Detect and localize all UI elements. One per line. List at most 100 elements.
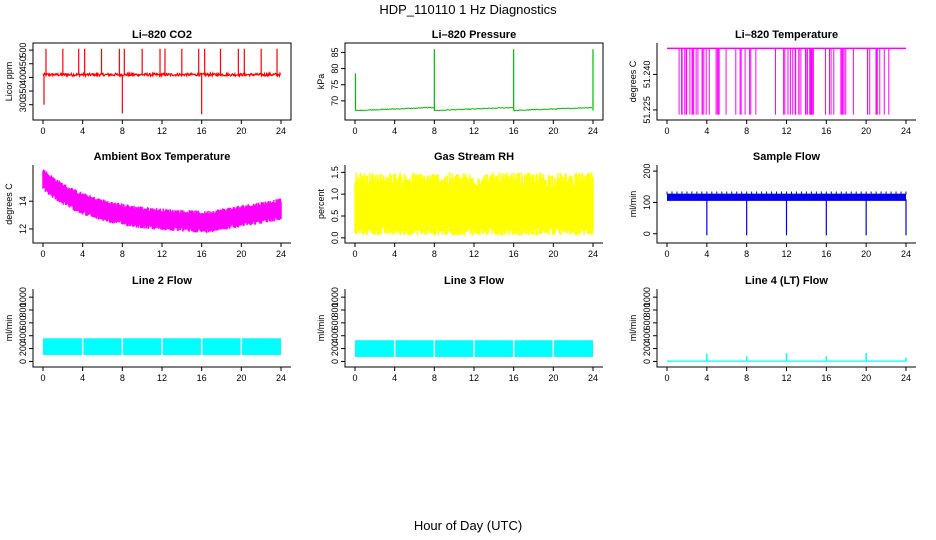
y-tick-label: 85: [330, 47, 340, 57]
x-tick-label: 20: [861, 126, 871, 136]
data-series: [42, 169, 282, 233]
x-tick-label: 24: [276, 373, 286, 383]
x-tick-label: 24: [901, 249, 911, 259]
y-tick-label: 800: [18, 302, 28, 317]
chart-panel-6: Sample Flow 0 4 8 12 16 20 24 0 100 200 ml/min: [628, 151, 916, 259]
y-tick-label: 600: [330, 315, 340, 330]
data-band: [667, 193, 906, 201]
plot-frame: [344, 165, 603, 244]
y-tick-label: 400: [330, 328, 340, 343]
x-tick-label: 16: [821, 126, 831, 136]
x-tick-label: 12: [781, 249, 791, 259]
x-tick-label: 4: [704, 249, 709, 259]
plot-frame: [656, 289, 916, 368]
x-tick-label: 8: [744, 126, 749, 136]
y-tick-label: 14: [18, 196, 28, 206]
y-tick-label: 400: [18, 328, 28, 343]
y-tick-label: 200: [642, 164, 652, 179]
data-line: [434, 106, 514, 112]
data-line: [355, 106, 435, 112]
x-tick-label: 4: [392, 126, 397, 136]
page-title: HDP_110110 1 Hz Diagnostics: [379, 2, 557, 17]
x-tick-label: 8: [120, 373, 125, 383]
y-tick-label: 200: [642, 341, 652, 356]
x-axis-label: Hour of Day (UTC): [413, 518, 523, 533]
chart-title: Li–820 CO2: [132, 29, 192, 41]
y-tick-label: 100: [642, 195, 652, 210]
chart-title: Li–820 Temperature: [735, 29, 838, 41]
x-tick-label: 8: [120, 249, 125, 259]
data-series: [355, 339, 593, 358]
y-tick-label: 800: [330, 302, 340, 317]
plot-frame: [32, 289, 291, 368]
chart-panel-9: Line 4 (LT) Flow 0 4 8 12 16 20 24 0 200400600800…: [628, 275, 916, 383]
y-tick-label: 1.5: [330, 166, 340, 179]
y-axis-label: ml/min: [628, 191, 638, 218]
x-tick-label: 4: [392, 249, 397, 259]
y-axis-label: kPa: [316, 74, 326, 90]
x-tick-label: 24: [588, 126, 598, 136]
x-tick-label: 20: [861, 373, 871, 383]
y-tick-label: 350: [18, 84, 28, 99]
x-tick-label: 20: [548, 126, 558, 136]
x-tick-label: 12: [157, 126, 167, 136]
data-series: [354, 49, 594, 112]
y-axis-label: Licor ppm: [4, 62, 14, 102]
x-tick-label: 12: [157, 249, 167, 259]
y-tick-label: 0.5: [330, 210, 340, 223]
y-tick-label: 51.240: [642, 61, 652, 89]
x-tick-label: 16: [509, 373, 519, 383]
y-tick-label: 200: [330, 341, 340, 356]
x-tick-label: 0: [40, 373, 45, 383]
data-series: [354, 172, 594, 236]
x-tick-label: 0: [664, 126, 669, 136]
x-tick-label: 12: [469, 126, 479, 136]
y-axis-label: percent: [316, 188, 326, 219]
x-tick-label: 20: [236, 126, 246, 136]
x-tick-label: 12: [469, 249, 479, 259]
y-tick-label: 0: [330, 359, 340, 364]
y-tick-label: 450: [18, 56, 28, 71]
chart-panel-3: Li–820 Temperature 0 4 8 12 16 20 24 51.225 51.24…: [628, 29, 916, 136]
x-tick-label: 16: [509, 126, 519, 136]
x-tick-label: 24: [588, 249, 598, 259]
chart-title: Gas Stream RH: [434, 151, 514, 163]
x-tick-label: 24: [276, 126, 286, 136]
y-tick-label: 400: [642, 328, 652, 343]
x-tick-label: 24: [901, 126, 911, 136]
x-tick-label: 4: [704, 126, 709, 136]
x-tick-label: 20: [236, 373, 246, 383]
chart-title: Line 3 Flow: [444, 275, 504, 287]
x-tick-label: 8: [744, 373, 749, 383]
y-tick-label: 12: [18, 224, 28, 234]
y-tick-label: 1000: [642, 287, 652, 307]
y-tick-label: 75: [330, 80, 340, 90]
y-tick-label: 0.0: [330, 232, 340, 245]
x-tick-label: 16: [197, 126, 207, 136]
x-tick-label: 4: [80, 373, 85, 383]
chart-panel-2: Li–820 Pressure 0 4 8 12 16 20 24 70 75 80 85 kPa: [316, 29, 604, 136]
y-axis-label: ml/min: [628, 315, 638, 342]
y-tick-label: 300: [18, 97, 28, 112]
x-tick-label: 4: [704, 373, 709, 383]
y-tick-label: 0: [18, 359, 28, 364]
x-tick-label: 16: [197, 373, 207, 383]
y-tick-label: 1000: [330, 287, 340, 307]
chart-panel-5: Gas Stream RH 0 4 8 12 16 20 24 0.0 0.5 1.0 1.5 perc…: [316, 151, 603, 259]
x-tick-label: 8: [432, 249, 437, 259]
plot-frame: [344, 289, 603, 368]
x-tick-label: 0: [352, 249, 357, 259]
y-tick-label: 0: [642, 231, 652, 236]
x-tick-label: 0: [40, 249, 45, 259]
data-series: [43, 337, 281, 356]
x-tick-label: 4: [80, 249, 85, 259]
x-tick-label: 0: [664, 249, 669, 259]
plot-frame: [656, 43, 916, 121]
y-axis-label: degrees C: [4, 183, 14, 225]
x-tick-label: 16: [509, 249, 519, 259]
x-tick-label: 16: [197, 249, 207, 259]
x-tick-label: 8: [744, 249, 749, 259]
